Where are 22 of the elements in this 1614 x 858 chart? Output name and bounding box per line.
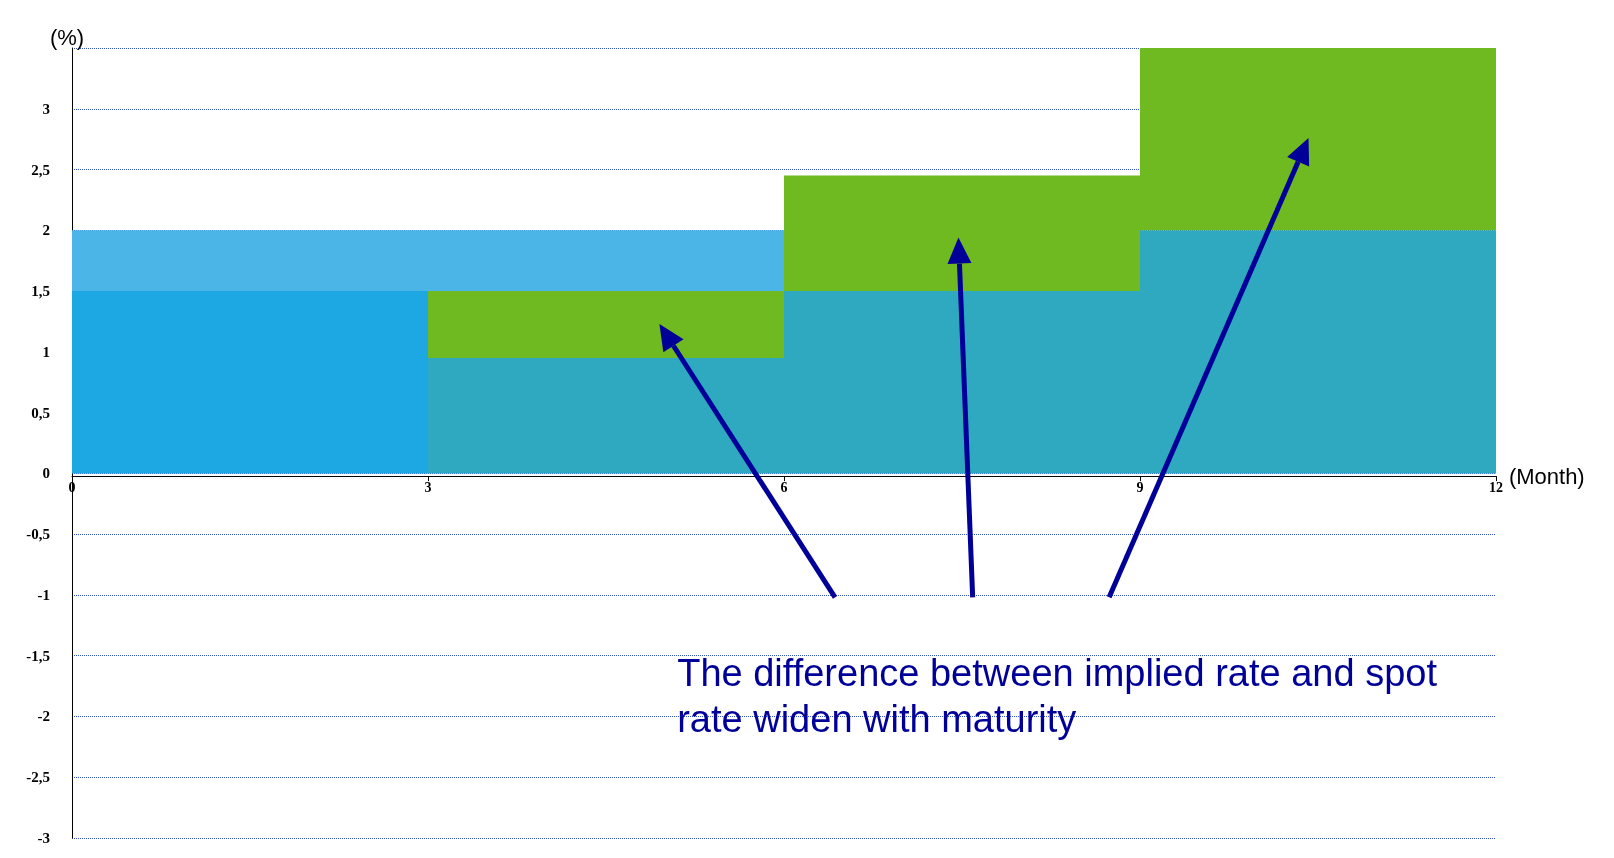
x-tick-label: 12: [1489, 479, 1503, 495]
y-tick-label: 2: [42, 222, 50, 239]
x-tick-label: 9: [1136, 479, 1144, 495]
y-tick-label: 2,5: [31, 161, 50, 178]
y-axis-title: (%): [49, 24, 85, 50]
y-tick-label: 0,5: [31, 404, 50, 421]
y-tick-label: 1,5: [31, 283, 50, 300]
y-tick-label: -1: [37, 586, 50, 603]
y-tick-label: -1,5: [26, 647, 50, 664]
x-tick-label: 3: [424, 479, 432, 495]
y-tick-label: -2,5: [26, 769, 50, 786]
bar: [72, 291, 428, 474]
y-tick-label: -2: [37, 708, 50, 725]
y-tick-label: 0: [42, 465, 50, 482]
y-tick-label: 3: [42, 100, 50, 117]
bar: [428, 291, 784, 358]
x-axis-title: (Month): [1508, 463, 1585, 489]
y-tick-label: -0,5: [26, 526, 50, 543]
y-tick-label: -3: [37, 830, 50, 846]
y-tick-label: 1: [42, 343, 50, 360]
annotation: The difference between implied rate and spot rate widen with maturity: [677, 650, 1438, 742]
x-tick-label: 6: [780, 479, 788, 495]
